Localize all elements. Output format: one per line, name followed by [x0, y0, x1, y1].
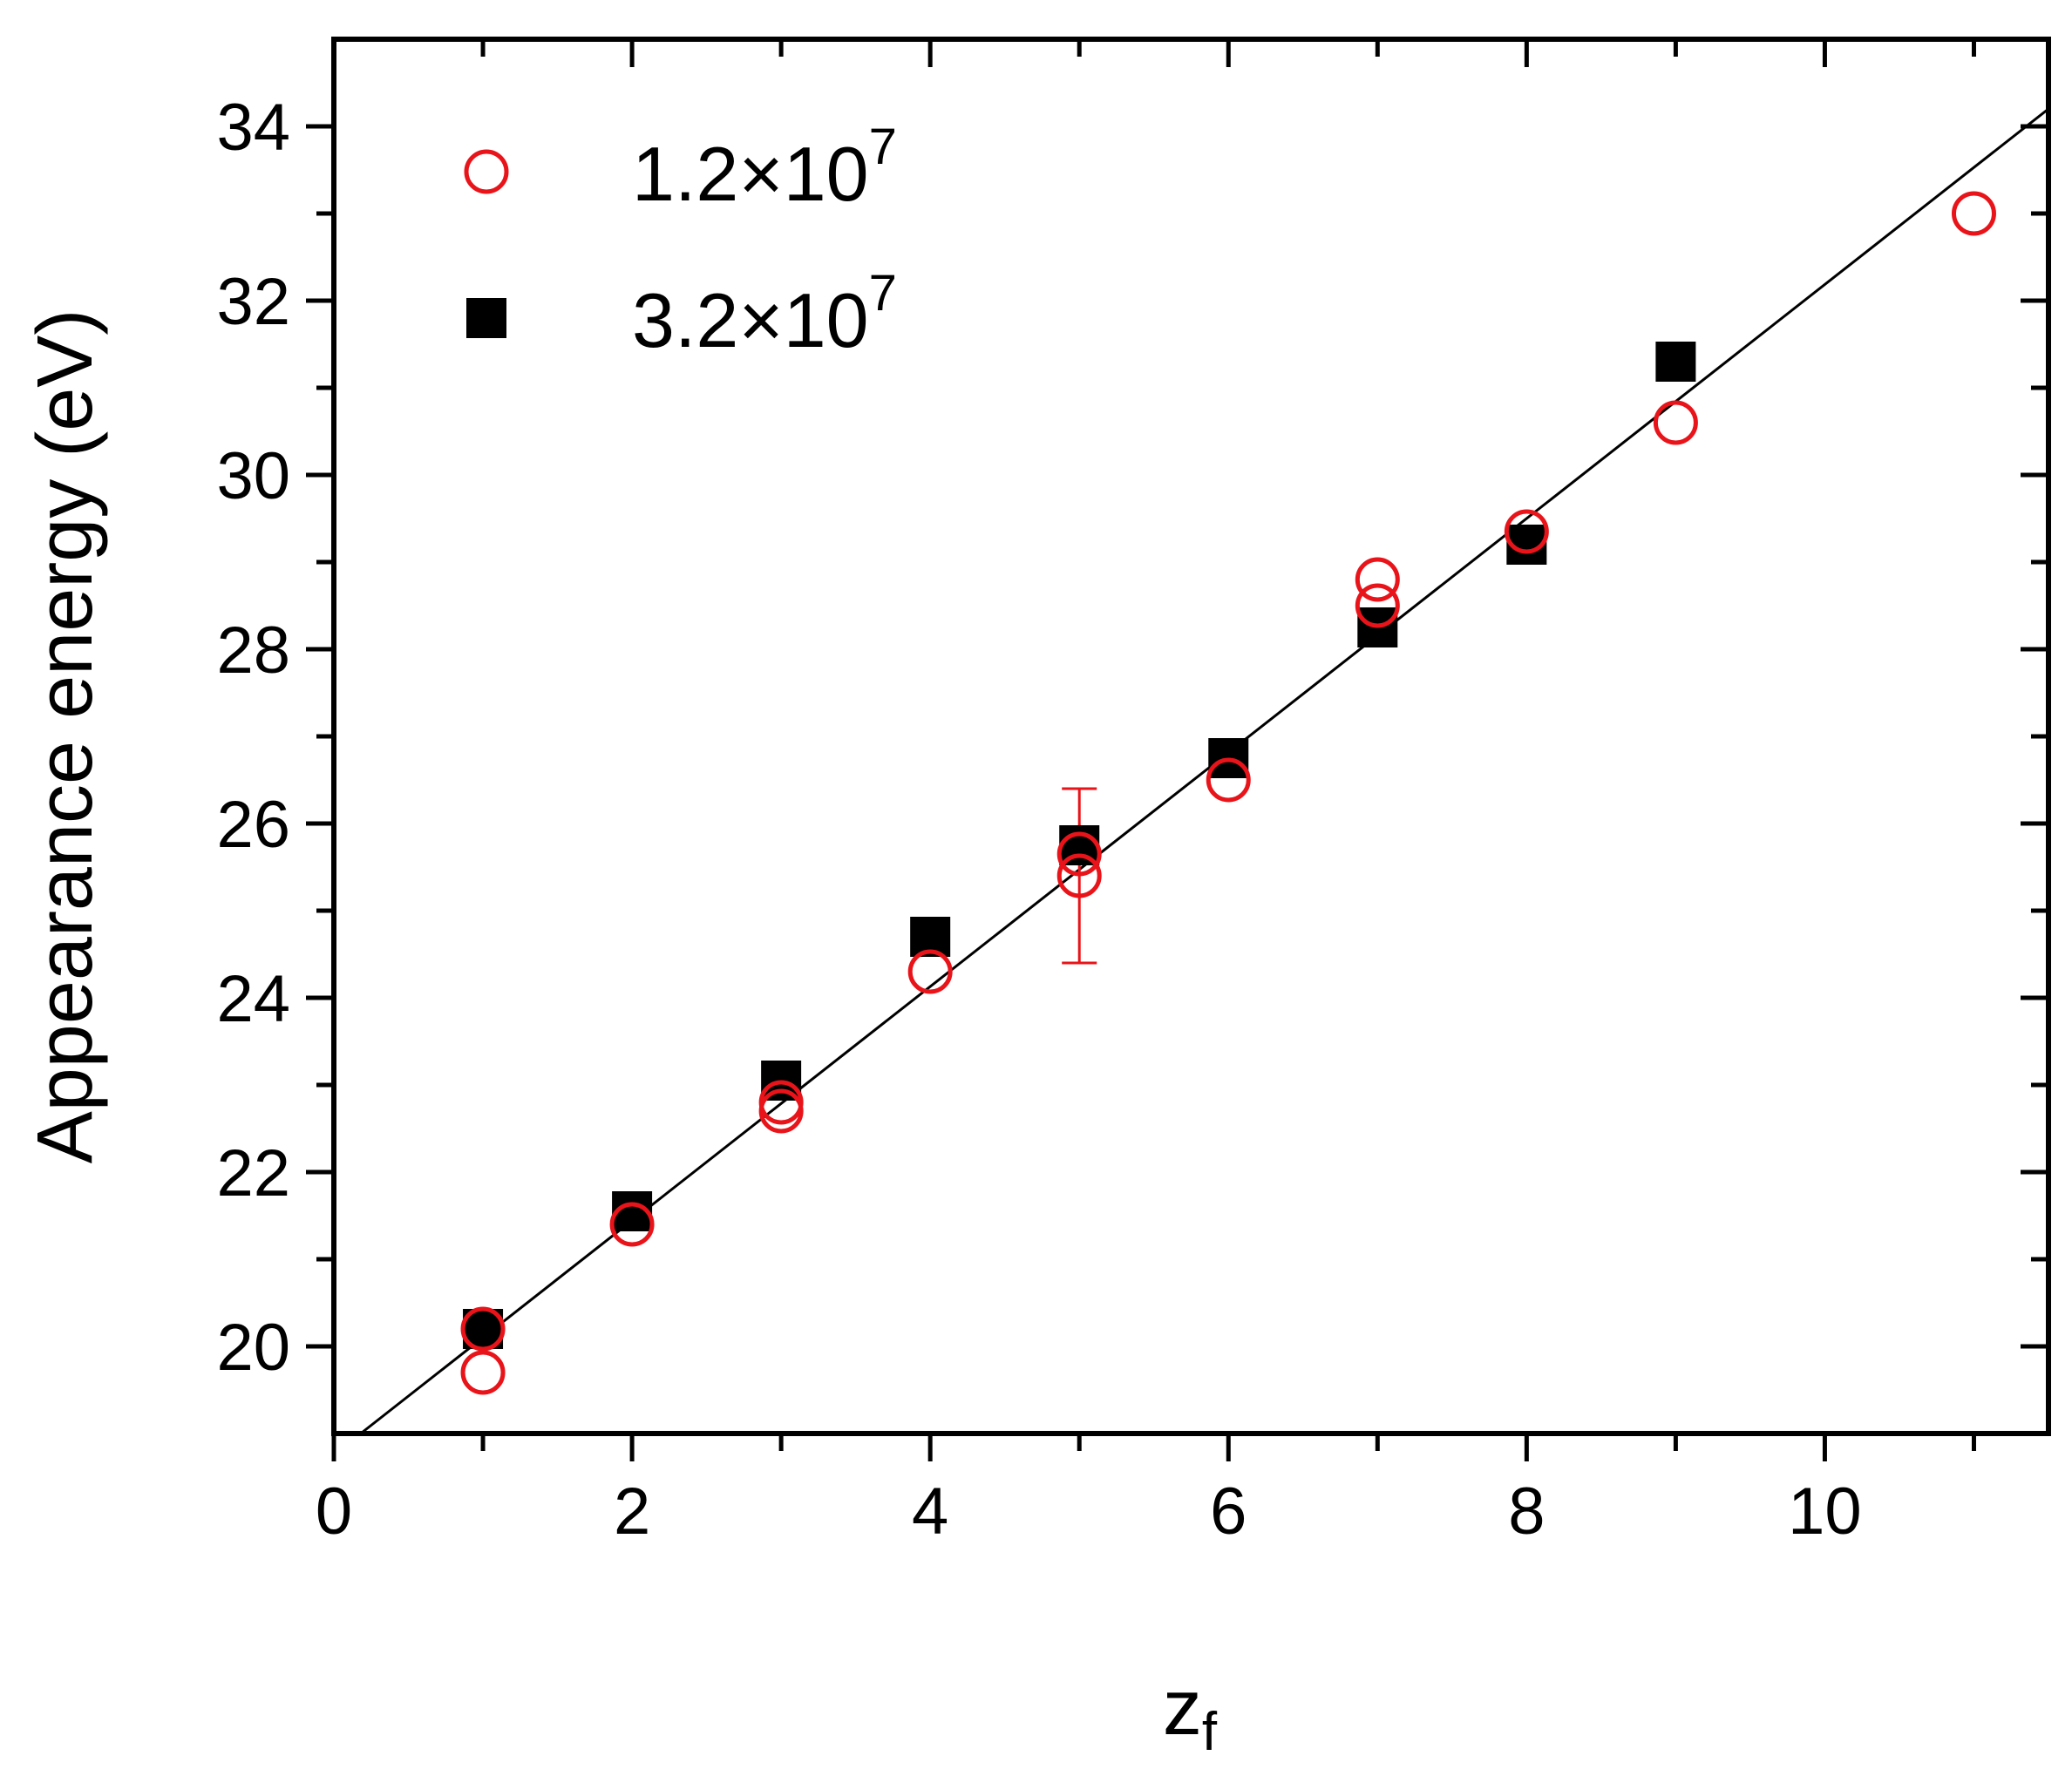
data-point-series-1: [1206, 757, 1251, 803]
data-point-series-1: [1653, 400, 1698, 445]
data-point-series-1: [1504, 509, 1549, 554]
y-tick-label: 24: [216, 962, 290, 1036]
data-point-series-1: [907, 949, 953, 994]
y-tick-label: 30: [216, 439, 290, 513]
legend-marker-series-2: [466, 298, 506, 338]
y-tick-label: 28: [216, 613, 290, 688]
data-points: [460, 191, 1996, 1395]
y-tick-label: 26: [216, 788, 290, 862]
x-tick-label: 0: [316, 1474, 352, 1549]
data-point-series-1: [1056, 853, 1102, 898]
axis-ticks: [306, 39, 2048, 1461]
x-tick-label: 8: [1508, 1474, 1545, 1549]
legend-label-series-1: 1.2×107: [632, 119, 897, 217]
data-point-series-1: [1355, 583, 1400, 628]
plot-frame: [331, 37, 2051, 1436]
data-point-series-1: [1056, 831, 1102, 877]
y-axis-label: Appearance energy (eV): [22, 309, 109, 1164]
x-tick-label: 2: [614, 1474, 650, 1549]
x-tick-label: 4: [912, 1474, 948, 1549]
data-point-series-1: [1951, 191, 1996, 236]
x-axis-label: zf: [1163, 1664, 1218, 1762]
data-point-series-1: [758, 1080, 804, 1125]
data-point-series-1: [609, 1202, 655, 1247]
legend-label-series-2: 3.2×107: [632, 265, 897, 363]
legend-marker-series-1: [464, 149, 509, 194]
x-tick-label: 6: [1210, 1474, 1247, 1549]
x-tick-label: 10: [1788, 1474, 1862, 1549]
legend: 1.2×107 3.2×107: [464, 119, 897, 363]
data-point-series-1: [1355, 557, 1400, 602]
data-point-series-1: [460, 1306, 506, 1352]
y-tick-label: 22: [216, 1136, 290, 1210]
y-tick-label: 32: [216, 265, 290, 339]
data-point-series-2: [1655, 342, 1696, 382]
y-tick-label: 34: [216, 91, 290, 165]
y-tick-label: 20: [216, 1311, 290, 1385]
data-point-series-1: [460, 1350, 506, 1395]
